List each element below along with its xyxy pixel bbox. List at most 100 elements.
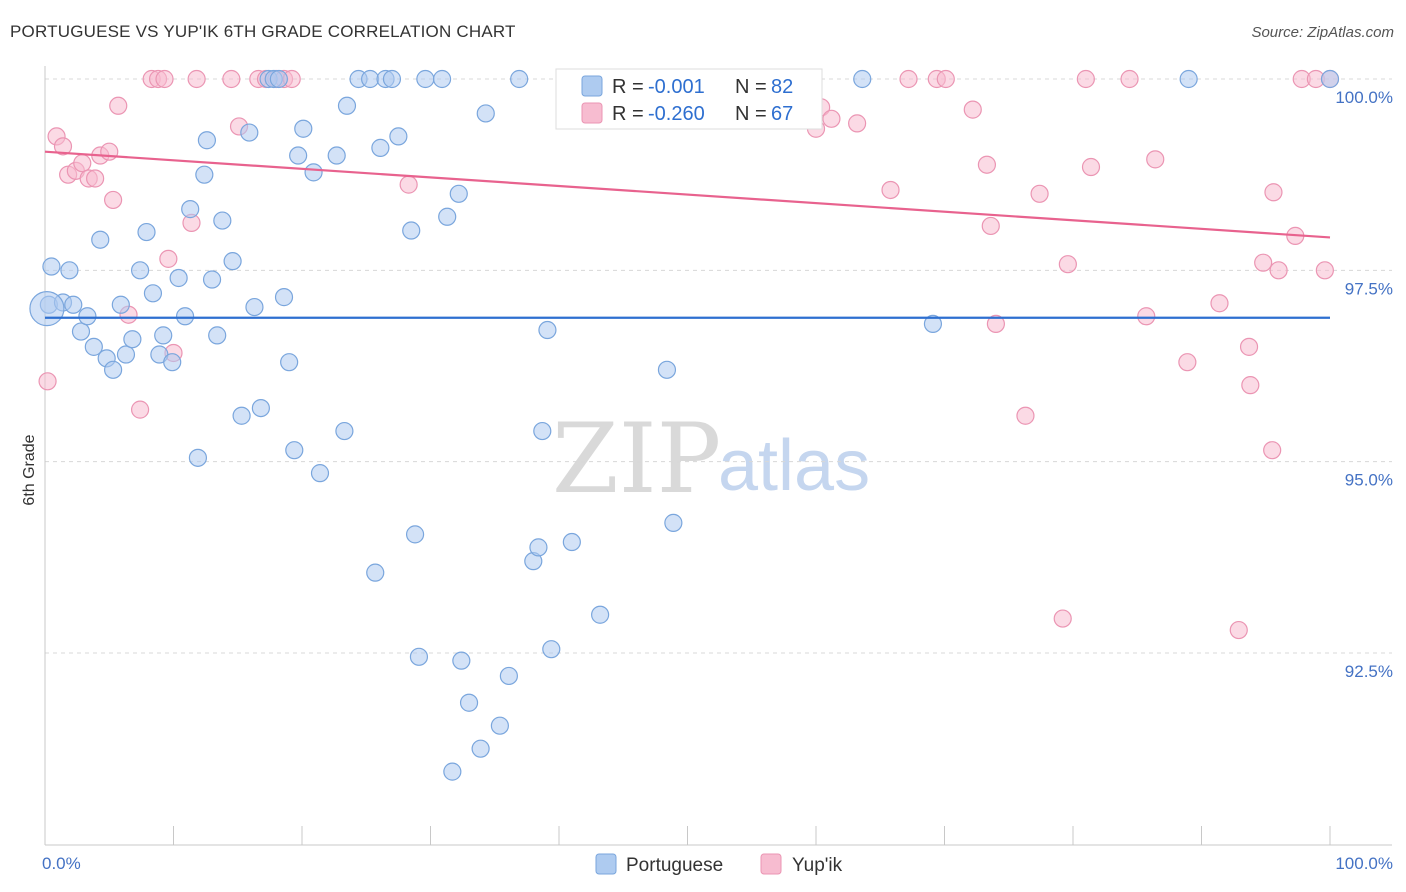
portuguese-point <box>202 270 222 289</box>
yupik-point <box>1053 609 1072 628</box>
yupik-point <box>1264 183 1283 202</box>
yupik-point <box>881 180 900 200</box>
portuguese-point <box>104 360 123 379</box>
portuguese-point <box>664 513 683 532</box>
yupik-point <box>1315 261 1334 280</box>
portuguese-point <box>195 165 214 184</box>
portuguese-point <box>542 640 561 659</box>
portuguese-point <box>310 464 330 483</box>
portuguese-point <box>657 360 677 379</box>
bottom-legend-yupik: Yup'ik <box>792 855 843 876</box>
portuguese-point <box>438 207 457 226</box>
portuguese-point <box>337 96 357 115</box>
yupik-point <box>399 175 418 194</box>
portuguese-point <box>335 421 354 441</box>
yupik-point <box>38 372 57 391</box>
series-legend: Portuguese Yup'ik <box>595 853 843 876</box>
y-tick-label: 100.0% <box>1335 88 1393 107</box>
portuguese-point <box>181 200 200 219</box>
portuguese-point <box>280 353 299 372</box>
portuguese-point <box>533 421 552 441</box>
yupik-point <box>1239 337 1259 356</box>
portuguese-point <box>923 314 943 334</box>
gridlines: 100.0% 97.5% 95.0% 92.5% <box>45 78 1393 681</box>
yupik-point <box>1254 253 1273 272</box>
portuguese-point <box>294 119 313 138</box>
yupik-point <box>222 69 241 89</box>
yupik-point <box>1229 620 1248 640</box>
portuguese-point <box>371 138 390 157</box>
yupik-point <box>848 114 867 133</box>
portuguese-point <box>361 69 380 89</box>
legend-n-label-1: N = <box>735 76 767 98</box>
portuguese-point <box>71 322 91 341</box>
portuguese-point <box>188 448 208 467</box>
portuguese-point <box>529 538 548 557</box>
portuguese-point <box>175 307 195 326</box>
yupik-point <box>1263 441 1282 460</box>
portuguese-point <box>64 295 83 314</box>
portuguese-point <box>1179 69 1198 89</box>
portuguese-point <box>84 337 103 356</box>
portuguese-point <box>223 252 242 271</box>
yupik-point <box>1210 294 1229 313</box>
portuguese-point <box>471 739 490 758</box>
portuguese-point <box>208 326 227 345</box>
axes: 0.0% 100.0% <box>42 66 1393 873</box>
yupik-point <box>822 109 841 128</box>
yupik-point <box>1137 307 1156 326</box>
portuguese-point <box>304 163 323 182</box>
y-tick-label: 92.5% <box>1345 662 1393 681</box>
bottom-legend-swatch-yupik <box>760 853 782 875</box>
yupik-point <box>936 69 955 89</box>
portuguese-points <box>29 69 1340 781</box>
legend-r-value-2: -0.260 <box>648 103 705 125</box>
x-tick-label-min: 0.0% <box>42 854 81 873</box>
legend-r-label-1: R = <box>612 76 644 98</box>
yupik-point <box>981 216 1000 236</box>
portuguese-point <box>853 69 872 89</box>
portuguese-point <box>405 525 425 544</box>
portuguese-point <box>116 345 136 364</box>
portuguese-point <box>130 261 150 280</box>
yupik-point <box>1120 69 1139 89</box>
yupik-trend-line <box>44 150 1331 239</box>
yupik-point <box>1076 69 1095 89</box>
yupik-point <box>986 314 1006 334</box>
portuguese-point <box>60 261 79 280</box>
watermark-atlas: atlas <box>718 426 870 506</box>
portuguese-point <box>42 257 61 276</box>
portuguese-point <box>123 330 142 349</box>
yupik-point <box>86 169 105 188</box>
portuguese-point <box>1320 69 1340 89</box>
portuguese-point <box>251 398 270 418</box>
yupik-point <box>1269 261 1288 280</box>
portuguese-point <box>562 532 581 552</box>
watermark-zip: ZIP <box>552 403 721 515</box>
yupik-point <box>155 69 174 89</box>
portuguese-point <box>78 307 97 326</box>
portuguese-point <box>459 693 479 712</box>
legend-swatch-portuguese <box>581 75 603 97</box>
yupik-point <box>1030 184 1049 203</box>
yupik-point <box>187 69 206 89</box>
portuguese-point <box>269 69 288 89</box>
portuguese-point <box>382 69 402 89</box>
portuguese-point <box>245 297 264 317</box>
yupik-point <box>159 249 178 268</box>
portuguese-point <box>111 295 130 314</box>
yupik-point <box>130 400 150 419</box>
portuguese-point <box>538 320 557 340</box>
portuguese-point <box>213 211 232 230</box>
portuguese-point <box>154 326 173 345</box>
chart-title: PORTUGUESE VS YUP'IK 6TH GRADE CORRELATI… <box>10 22 516 41</box>
x-tick-label-max: 100.0% <box>1335 854 1393 873</box>
portuguese-point <box>452 651 471 670</box>
portuguese-point <box>169 268 188 288</box>
portuguese-point <box>449 184 468 203</box>
portuguese-point <box>510 69 529 89</box>
yupik-point <box>1016 406 1035 425</box>
portuguese-point <box>91 230 110 249</box>
portuguese-point <box>432 69 452 89</box>
stats-legend: R = -0.001 N = 82 R = -0.260 N = 67 <box>555 68 823 130</box>
